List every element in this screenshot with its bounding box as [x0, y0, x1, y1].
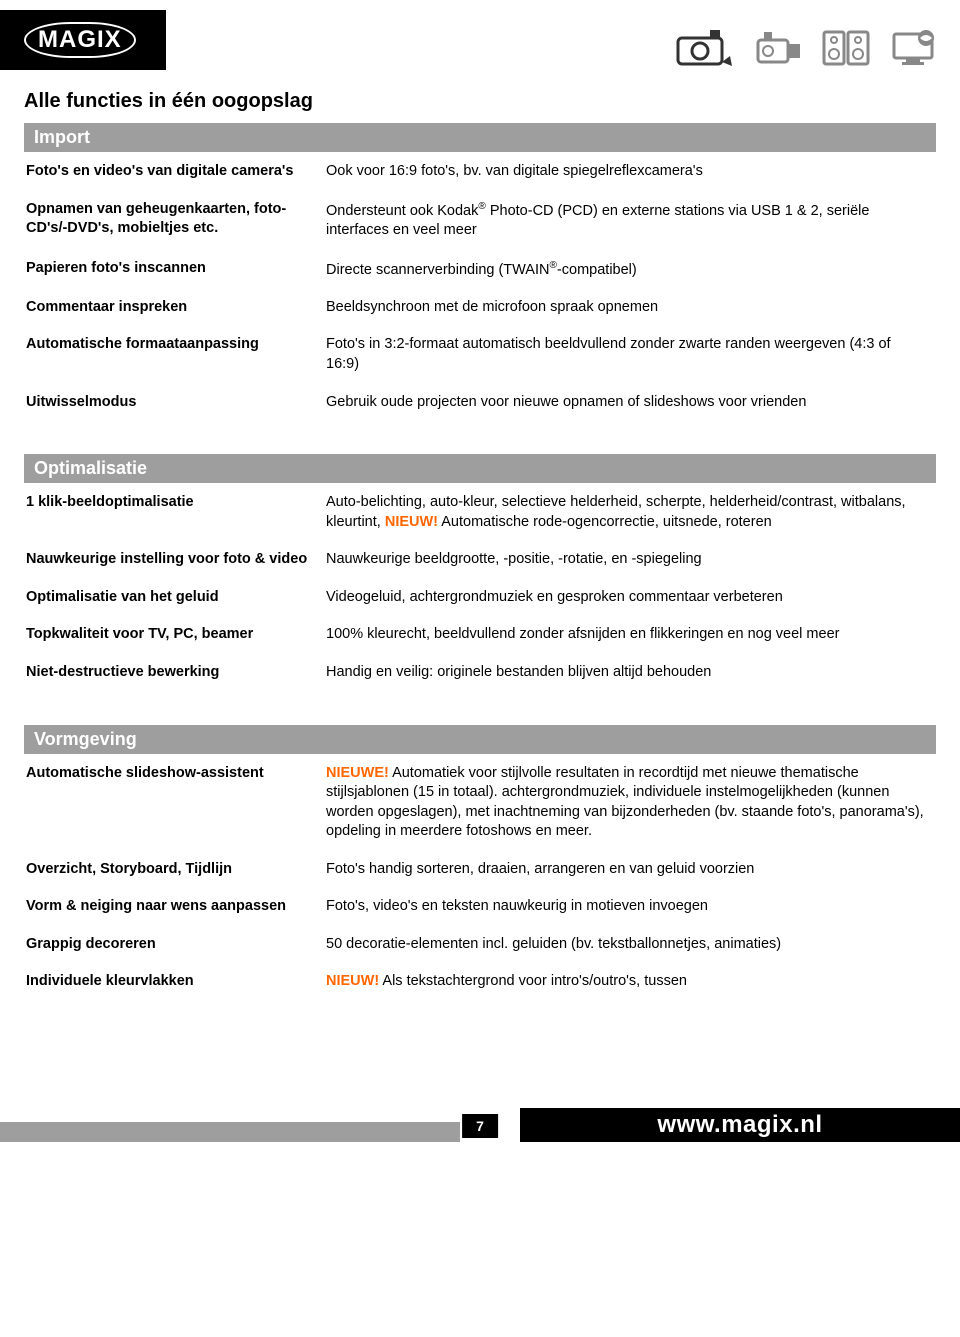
feature-name: Automatische formaataanpassing — [24, 327, 324, 384]
device-icon-row — [676, 10, 940, 68]
feature-desc: 50 decoratie-elementen incl. geluiden (b… — [324, 927, 936, 965]
feature-name: Niet-destructieve bewerking — [24, 655, 324, 693]
camcorder-icon — [754, 28, 804, 68]
feature-name: 1 klik-beeldoptimalisatie — [24, 485, 324, 542]
table-import: Foto's en video's van digitale camera's … — [24, 154, 936, 422]
section-header-vormgeving: Vormgeving — [24, 725, 936, 754]
feature-name: Vorm & neiging naar wens aanpassen — [24, 889, 324, 927]
highlight-tag: NIEUWE! — [326, 765, 389, 781]
table-optimalisatie: 1 klik-beeldoptimalisatie Auto-belichtin… — [24, 485, 936, 692]
brand-logo: MAGIX — [0, 10, 166, 70]
table-row: Niet-destructieve bewerking Handig en ve… — [24, 655, 936, 693]
feature-desc: Foto's, video's en teksten nauwkeurig in… — [324, 889, 936, 927]
feature-desc: Directe scannerverbinding (TWAIN®-compat… — [324, 251, 936, 290]
feature-desc: Videogeluid, achtergrondmuziek en gespro… — [324, 580, 936, 618]
feature-desc: Nauwkeurige beeldgrootte, -positie, -rot… — [324, 542, 936, 580]
monitor-globe-icon — [890, 28, 940, 68]
table-row: Automatische formaataanpassing Foto's in… — [24, 327, 936, 384]
table-row: Grappig decoreren 50 decoratie-elementen… — [24, 927, 936, 965]
feature-desc: Foto's handig sorteren, draaien, arrange… — [324, 852, 936, 890]
feature-name: Uitwisselmodus — [24, 385, 324, 423]
page-title: Alle functies in één oogopslag — [24, 90, 936, 113]
feature-name: Individuele kleurvlakken — [24, 964, 324, 1002]
table-row: Automatische slideshow-assistent NIEUWE!… — [24, 756, 936, 852]
table-row: Overzicht, Storyboard, Tijdlijn Foto's h… — [24, 852, 936, 890]
brand-logo-text: MAGIX — [24, 22, 136, 58]
table-row: Uitwisselmodus Gebruik oude projecten vo… — [24, 385, 936, 423]
highlight-tag: NIEUW! — [326, 973, 379, 989]
desc-post: Als tekstachtergrond voor intro's/outro'… — [379, 973, 687, 989]
table-vormgeving: Automatische slideshow-assistent NIEUWE!… — [24, 756, 936, 1003]
feature-desc: Gebruik oude projecten voor nieuwe opnam… — [324, 385, 936, 423]
table-row: Foto's en video's van digitale camera's … — [24, 154, 936, 192]
table-row: Papieren foto's inscannen Directe scanne… — [24, 251, 936, 290]
feature-name: Foto's en video's van digitale camera's — [24, 154, 324, 192]
table-row: Topkwaliteit voor TV, PC, beamer 100% kl… — [24, 617, 936, 655]
feature-name: Commentaar inspreken — [24, 290, 324, 328]
speakers-icon — [822, 28, 872, 68]
feature-name: Automatische slideshow-assistent — [24, 756, 324, 852]
feature-name: Optimalisatie van het geluid — [24, 580, 324, 618]
footer: 7 www.magix.nl — [0, 1102, 960, 1142]
desc-post: Automatiek voor stijlvolle resultaten in… — [326, 765, 924, 840]
highlight-tag: NIEUW! — [385, 514, 438, 530]
table-row: Nauwkeurige instelling voor foto & video… — [24, 542, 936, 580]
feature-desc: Auto-belichting, auto-kleur, selectieve … — [324, 485, 936, 542]
desc-post: Automatische rode-ogencorrectie, uitsned… — [438, 514, 772, 530]
table-row: Optimalisatie van het geluid Videogeluid… — [24, 580, 936, 618]
section-header-optimalisatie: Optimalisatie — [24, 454, 936, 483]
feature-desc: Ondersteunt ook Kodak® Photo-CD (PCD) en… — [324, 192, 936, 251]
feature-desc: 100% kleurecht, beeldvullend zonder afsn… — [324, 617, 936, 655]
page-content: Alle functies in één oogopslag Import Fo… — [0, 90, 960, 1082]
header: MAGIX — [0, 0, 960, 90]
page-number: 7 — [462, 1114, 498, 1138]
feature-name: Overzicht, Storyboard, Tijdlijn — [24, 852, 324, 890]
footer-bar-left — [0, 1122, 460, 1142]
camera-icon — [676, 28, 736, 68]
feature-name: Topkwaliteit voor TV, PC, beamer — [24, 617, 324, 655]
table-row: 1 klik-beeldoptimalisatie Auto-belichtin… — [24, 485, 936, 542]
feature-desc: Beeldsynchroon met de microfoon spraak o… — [324, 290, 936, 328]
feature-name: Opnamen van geheugenkaarten, foto-CD's/-… — [24, 192, 324, 251]
footer-url: www.magix.nl — [520, 1108, 960, 1142]
feature-desc: Handig en veilig: originele bestanden bl… — [324, 655, 936, 693]
feature-desc: NIEUW! Als tekstachtergrond voor intro's… — [324, 964, 936, 1002]
table-row: Vorm & neiging naar wens aanpassen Foto'… — [24, 889, 936, 927]
feature-desc: NIEUWE! Automatiek voor stijlvolle resul… — [324, 756, 936, 852]
table-row: Individuele kleurvlakken NIEUW! Als teks… — [24, 964, 936, 1002]
section-header-import: Import — [24, 123, 936, 152]
table-row: Opnamen van geheugenkaarten, foto-CD's/-… — [24, 192, 936, 251]
feature-name: Grappig decoreren — [24, 927, 324, 965]
table-row: Commentaar inspreken Beeldsynchroon met … — [24, 290, 936, 328]
feature-name: Nauwkeurige instelling voor foto & video — [24, 542, 324, 580]
feature-desc: Ook voor 16:9 foto's, bv. van digitale s… — [324, 154, 936, 192]
feature-name: Papieren foto's inscannen — [24, 251, 324, 290]
feature-desc: Foto's in 3:2-formaat automatisch beeldv… — [324, 327, 936, 384]
